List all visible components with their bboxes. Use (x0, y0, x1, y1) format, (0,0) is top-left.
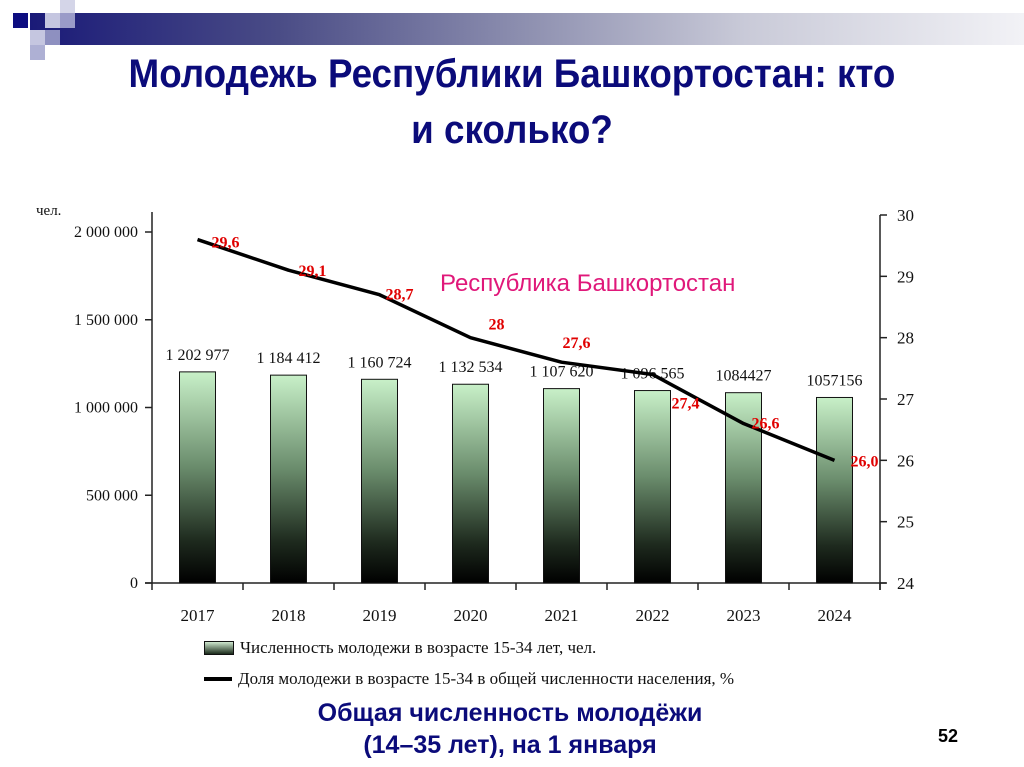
left-axis-tick-label: 1 500 000 (74, 312, 138, 329)
left-axis-tick-label: 2 000 000 (74, 224, 138, 241)
deco-square (60, 13, 75, 28)
bar-value-label: 1057156 (807, 372, 863, 389)
legend-bar-swatch (204, 640, 234, 655)
slide-title-line2: и сколько? (411, 108, 613, 152)
subtitle-line2: (14–35 лет), на 1 января (363, 731, 657, 759)
line-value-label: 29,1 (299, 263, 327, 280)
line-value-label: 26,0 (851, 453, 879, 470)
bar-value-label: 1 184 412 (257, 350, 321, 367)
x-axis-tick-label: 2020 (454, 606, 488, 625)
bar-value-labels: 1 202 977 1 184 412 1 160 724 1 132 534 1 10… (166, 347, 863, 390)
left-axis-tick-label: 0 (130, 575, 138, 592)
bar-value-label: 1 132 534 (439, 359, 503, 376)
line-series (196, 237, 836, 462)
legend-bar-label: Численность молодежи в возрасте 15-34 ле… (240, 637, 597, 657)
header-gradient-band (30, 13, 1024, 45)
right-axis-tick-label: 28 (897, 329, 914, 348)
bar (361, 378, 398, 584)
x-axis-tick-label: 2022 (636, 606, 670, 625)
bar-value-label: 1 160 724 (348, 354, 412, 371)
right-axis: 24 25 26 27 28 29 30 (879, 206, 915, 593)
deco-square (30, 30, 45, 45)
bar-value-label: 1084427 (716, 368, 772, 385)
x-axis-tick-label: 2023 (727, 606, 761, 625)
line-value-label: 26,6 (752, 416, 780, 433)
bar (543, 388, 580, 584)
deco-square (45, 30, 60, 45)
x-axis-tick-label: 2024 (818, 606, 853, 625)
bar (816, 396, 853, 584)
bar (270, 374, 307, 584)
line-value-labels: 29,6 29,1 28,7 28 27,6 27,4 26,6 26,0 (212, 235, 879, 471)
share-line (196, 237, 836, 462)
right-axis-tick-label: 27 (897, 390, 915, 409)
bar (634, 390, 671, 584)
right-axis-tick-label: 24 (897, 574, 915, 593)
slide-title-line1: Молодежь Республики Башкортостан: кто (128, 52, 896, 96)
deco-square (13, 13, 28, 28)
bar (452, 383, 489, 584)
line-value-label: 27,6 (563, 335, 591, 352)
legend-item-bars: Численность молодежи в возрасте 15-34 ле… (204, 632, 734, 663)
slide-title: Молодежь Республики Башкортостан: кто и … (41, 46, 983, 158)
x-axis-tick-label: 2021 (545, 606, 579, 625)
legend-item-line: Доля молодежи в возрасте 15-34 в общей ч… (204, 663, 734, 694)
deco-square (30, 45, 45, 60)
chart-legend: Численность молодежи в возрасте 15-34 ле… (204, 632, 734, 694)
legend-line-label: Доля молодежи в возрасте 15-34 в общей ч… (238, 668, 735, 688)
x-axis-tick-label: 2018 (272, 606, 306, 625)
deco-square (45, 13, 60, 28)
subtitle-line1: Общая численность молодёжи (317, 699, 703, 727)
right-axis-tick-label: 29 (897, 267, 914, 286)
line-value-label: 28,7 (386, 287, 414, 304)
chart-title: Республика Башкортостан (440, 270, 736, 297)
bar (179, 371, 216, 584)
left-axis: чел. 0 500 000 1 000 000 1 500 000 2 000 000 (36, 203, 153, 592)
x-axis-tick-label: 2017 (181, 606, 216, 625)
left-axis-tick-label: 500 000 (86, 487, 138, 504)
page-number: 52 (938, 726, 959, 746)
line-value-label: 27,4 (672, 395, 700, 412)
right-axis-tick-label: 30 (897, 206, 914, 225)
left-axis-tick-label: 1 000 000 (74, 400, 138, 417)
right-axis-tick-label: 25 (897, 513, 914, 532)
bar-value-label: 1 202 977 (166, 347, 230, 364)
left-axis-unit: чел. (36, 203, 61, 219)
deco-square (60, 0, 75, 15)
x-axis-tick-label: 2019 (363, 606, 397, 625)
right-axis-tick-label: 26 (897, 451, 914, 470)
bar-series (179, 371, 853, 584)
legend-line-swatch (204, 676, 232, 681)
slide-subtitle: Общая численность молодёжи (14–35 лет), … (280, 697, 740, 761)
x-axis: 2017 2018 2019 2020 2021 2022 2023 2024 (145, 582, 886, 625)
line-value-label: 28 (489, 317, 505, 334)
bar-value-label: 1 107 620 (530, 364, 594, 381)
line-value-label: 29,6 (212, 235, 240, 252)
